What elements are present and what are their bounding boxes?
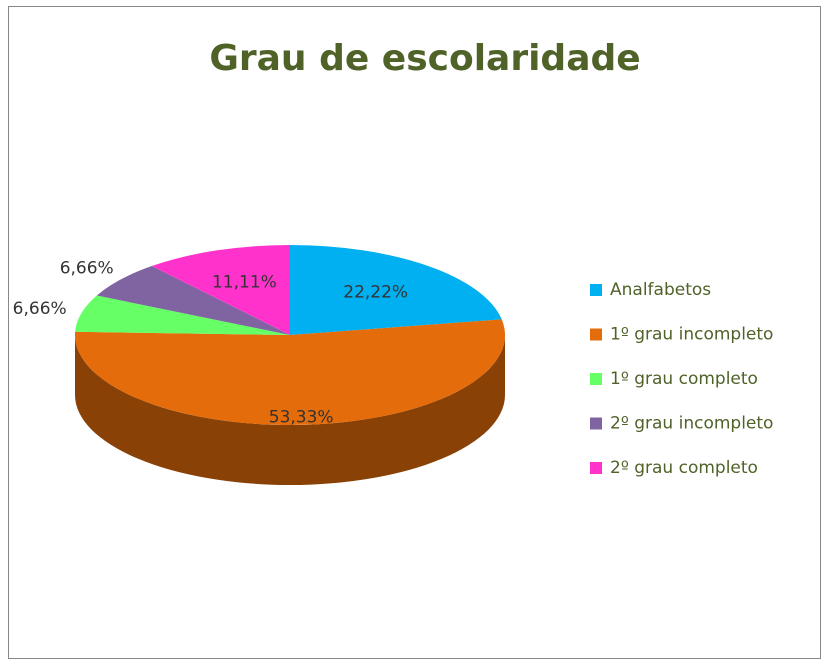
legend-label: 1º grau completo <box>610 369 758 389</box>
data-label: 6,66% <box>13 299 67 319</box>
legend-swatch <box>590 328 602 341</box>
legend-label: 1º grau incompleto <box>610 325 773 345</box>
data-label: 6,66% <box>60 259 114 279</box>
slice <box>96 266 290 335</box>
slice <box>75 295 290 335</box>
legend-swatch <box>590 373 602 385</box>
legend-swatch <box>590 284 602 296</box>
slice-side <box>75 335 505 485</box>
slice <box>151 245 290 335</box>
legend-label: 2º grau completo <box>610 458 758 478</box>
legend-label: Analfabetos <box>610 280 711 300</box>
legend-swatch <box>590 417 602 430</box>
slice <box>75 319 505 425</box>
legend-swatch <box>590 462 602 474</box>
legend-label: 2º grau incompleto <box>610 414 773 434</box>
data-label: 22,22% <box>343 282 408 302</box>
data-label: 11,11% <box>212 273 277 293</box>
slice <box>290 245 502 335</box>
chart-title: Grau de escolaridade <box>209 38 640 79</box>
data-label: 53,33% <box>269 407 334 427</box>
